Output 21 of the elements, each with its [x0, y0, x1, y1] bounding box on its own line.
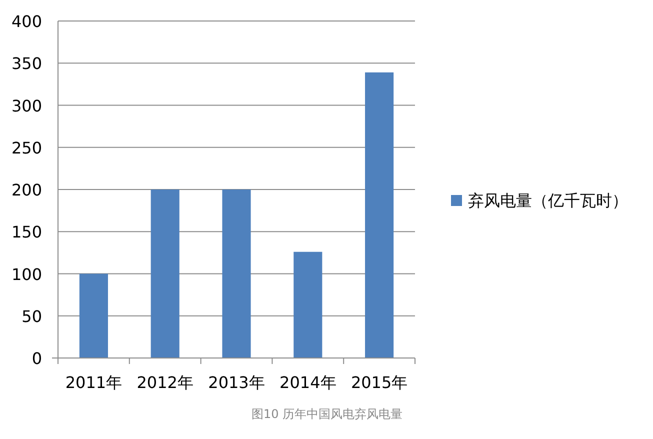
x-tick-label: 2012年: [136, 373, 194, 392]
bar: [294, 252, 322, 358]
y-tick-label: 250: [11, 138, 42, 158]
y-tick-label: 400: [11, 12, 42, 31]
x-tick-label: 2013年: [208, 373, 265, 392]
y-tick-label: 200: [11, 180, 42, 200]
caption: 图10 历年中国风电弃风电量: [251, 407, 403, 421]
y-tick-label: 300: [11, 96, 42, 116]
x-tick-label: 2015年: [350, 373, 408, 392]
y-tick-label: 350: [11, 54, 42, 74]
y-tick-label: 50: [22, 306, 42, 326]
y-tick-label: 0: [32, 349, 42, 368]
bar: [365, 72, 394, 358]
bar: [222, 190, 251, 358]
y-tick-label: 100: [11, 264, 42, 284]
bar: [79, 274, 108, 358]
bar: [150, 190, 180, 358]
legend-label: 弃风电量（亿千瓦时）: [468, 191, 628, 210]
x-tick-label: 2011年: [65, 373, 122, 392]
x-tick-label: 2014年: [280, 373, 336, 392]
y-tick-label: 150: [11, 222, 42, 242]
